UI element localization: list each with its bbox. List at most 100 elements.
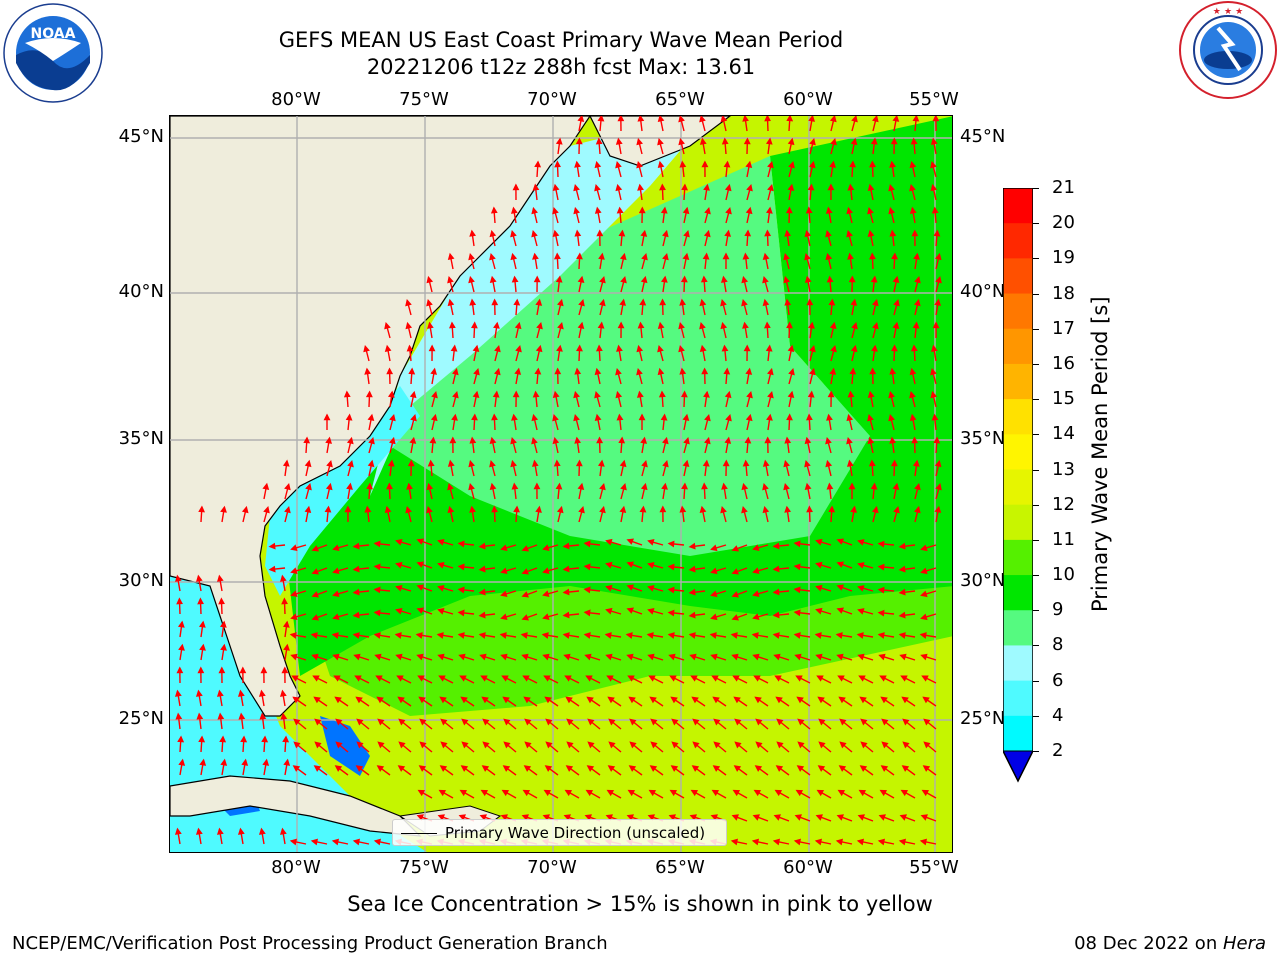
wave-arrow-head [807, 390, 815, 398]
lon-tick-top-70w: 70°W [527, 89, 577, 110]
wave-arrow-head [858, 789, 867, 797]
wave-arrow-head [751, 838, 760, 846]
wave-arrow-head [468, 253, 475, 261]
wave-arrow-head [281, 666, 289, 674]
wave-arrow-head [531, 437, 538, 445]
wave-arrow-head [690, 789, 699, 797]
wave-arrow-head [305, 483, 312, 491]
wave-arrow-head [731, 568, 739, 575]
wave-arrow-head [783, 275, 790, 284]
wave-arrow-head [846, 413, 854, 422]
wave-arrow-head [806, 298, 814, 306]
wave-arrow-head [557, 298, 564, 307]
wave-arrow-head [373, 586, 381, 594]
wave-arrow-head [557, 322, 564, 330]
footer-machine: Hera [1222, 933, 1266, 954]
wave-arrow-head [689, 653, 697, 661]
wave-arrow-head [478, 565, 486, 573]
wave-arrow-head [356, 741, 364, 749]
wave-arrow-head [605, 561, 613, 569]
wave-arrow-head [608, 741, 616, 749]
wave-arrow-head [871, 505, 879, 514]
wave-arrow-head [521, 545, 529, 552]
wave-arrow-head [482, 741, 490, 749]
wave-arrow-head [304, 459, 312, 468]
field-light-cyan [370, 116, 710, 496]
wave-arrow-head [553, 252, 561, 260]
wave-arrow-head [647, 607, 655, 615]
wave-arrow-head [573, 390, 580, 399]
wave-arrow-head [354, 675, 362, 682]
wave-arrow-head [440, 741, 448, 749]
wave-arrow-head [262, 482, 270, 491]
wave-arrow-head [762, 276, 769, 284]
wave-arrow-head [479, 814, 487, 821]
wave-arrow-head [458, 814, 466, 821]
wave-arrow-head [436, 632, 444, 639]
wave-arrow-head [688, 632, 696, 639]
wave-arrow-head [742, 459, 750, 467]
wave-arrow-head [629, 741, 637, 749]
wave-arrow-head [889, 160, 896, 168]
wave-arrow-head [555, 275, 563, 283]
lon-tick-bottom-55w: 55°W [909, 857, 959, 878]
wave-arrow-head [615, 137, 623, 145]
wave-arrow-head [751, 632, 759, 639]
wave-arrow-head [566, 741, 574, 749]
wave-arrow-head [313, 696, 321, 704]
wave-arrow-head [783, 483, 790, 491]
wave-arrow-head [555, 137, 563, 145]
wave-arrow-head [657, 160, 665, 169]
wave-arrow-head [878, 814, 886, 821]
wave-arrow-head [384, 322, 391, 330]
wave-arrow-head [395, 539, 403, 546]
wave-arrow-head [534, 160, 542, 168]
wave-arrow-head [594, 160, 602, 169]
wave-arrow-head [426, 482, 434, 491]
wave-arrow-head [934, 252, 942, 261]
field-mint [390, 156, 870, 556]
wave-arrow-head [932, 321, 940, 329]
wave-arrow-head [408, 367, 416, 375]
wave-arrow-head [741, 482, 749, 491]
wave-arrow-head [679, 298, 687, 306]
wave-arrow-head [565, 765, 574, 772]
wave-arrow-head [416, 538, 424, 545]
wave-arrow-head [682, 206, 690, 215]
wave-arrow-head [641, 460, 648, 468]
wave-arrow-head [712, 765, 721, 772]
wave-arrow-head [576, 252, 583, 260]
wave-arrow-head [659, 505, 667, 513]
wave-arrow-head [415, 632, 423, 639]
wave-arrow-head [447, 505, 455, 514]
wave-arrow-head [437, 585, 445, 592]
wave-arrow-head [626, 538, 634, 545]
wave-arrow-head [788, 161, 795, 169]
wave-arrow-head [576, 344, 583, 352]
wave-arrow-head [176, 666, 184, 674]
wave-arrow-head [178, 758, 186, 766]
wave-arrow-head [521, 591, 529, 598]
colorbar-border [1002, 187, 1034, 783]
wave-arrow-head [324, 505, 332, 513]
wave-arrow-head [197, 597, 204, 605]
wave-arrow-head [447, 298, 455, 307]
wave-arrow-head [502, 765, 511, 772]
wave-arrow-head [807, 183, 815, 191]
wave-arrow-head [764, 116, 771, 122]
wave-arrow-head [368, 437, 375, 445]
wave-arrow-head [523, 765, 532, 772]
colorbar-tick-label: 9 [1052, 599, 1064, 621]
wave-arrow-head [597, 116, 605, 122]
wave-arrow-head [784, 436, 792, 444]
wave-arrow-head [520, 632, 528, 639]
colorbar-tick-label: 15 [1052, 388, 1075, 410]
wave-arrow-head [595, 137, 603, 145]
wave-arrow-head [566, 718, 574, 726]
wave-arrow-head [543, 789, 552, 797]
wave-arrow-head [406, 482, 413, 490]
wave-arrow-head [805, 413, 813, 421]
wave-arrow-head [198, 735, 206, 743]
wave-arrow-head [289, 632, 297, 639]
wave-arrow-head [332, 567, 340, 574]
